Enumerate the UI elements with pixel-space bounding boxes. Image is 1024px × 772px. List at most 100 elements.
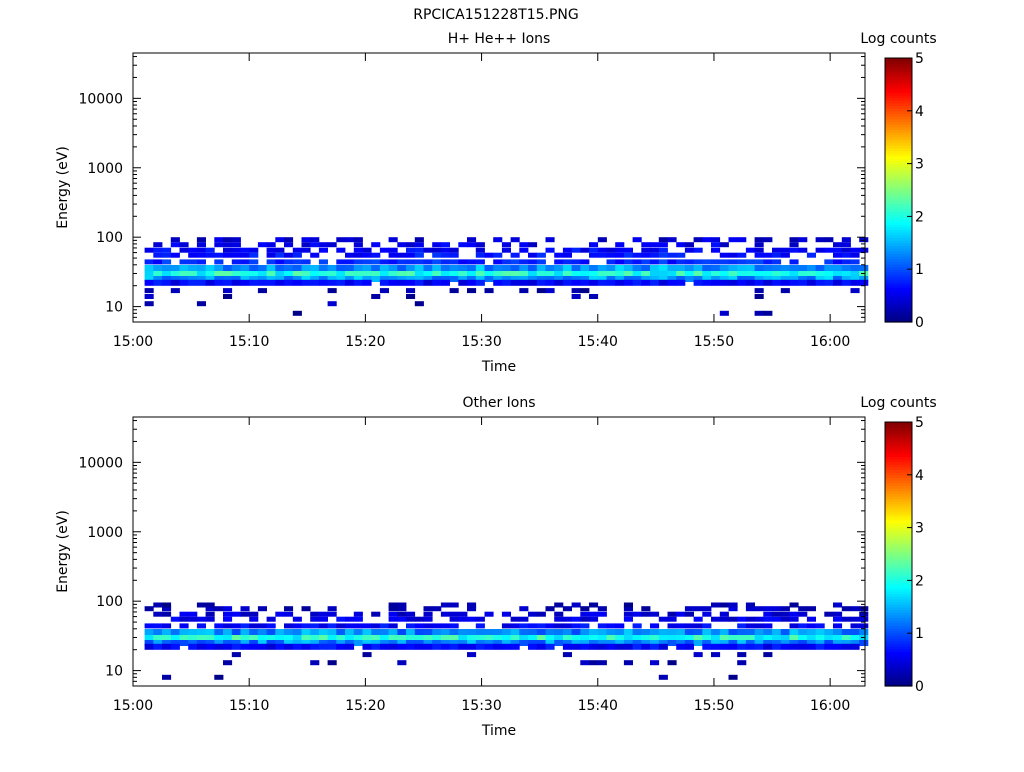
- heatmap-cell: [824, 270, 834, 277]
- heatmap-cell: [510, 259, 520, 265]
- heatmap-cell: [519, 259, 529, 265]
- heatmap-cell: [266, 242, 276, 248]
- heatmap-cell: [833, 276, 843, 282]
- heatmap-cell: [824, 629, 834, 635]
- heatmap-cell: [467, 270, 477, 277]
- heatmap-cell: [327, 623, 337, 629]
- heatmap-cell: [379, 288, 389, 294]
- heatmap-cell: [562, 270, 572, 277]
- heatmap-cell: [170, 640, 180, 646]
- heatmap-cell: [580, 247, 590, 253]
- heatmap-cell: [318, 279, 328, 286]
- heatmap-cell: [257, 606, 267, 612]
- heatmap-cell: [162, 634, 172, 641]
- heatmap-cell: [170, 237, 180, 243]
- heatmap-cell: [432, 623, 442, 629]
- heatmap-cell: [414, 265, 424, 271]
- heatmap-cell: [719, 602, 729, 608]
- heatmap-cell: [745, 259, 755, 265]
- heatmap-cell: [196, 301, 206, 307]
- heatmap-cell: [711, 265, 721, 271]
- heatmap-cell: [806, 643, 816, 650]
- heatmap-cell: [414, 643, 424, 650]
- heatmap-cell: [589, 611, 599, 617]
- heatmap-cell: [841, 643, 851, 650]
- colorbar-segment: [885, 474, 912, 479]
- heatmap-cell: [275, 276, 285, 282]
- heatmap-cell: [850, 270, 860, 277]
- heatmap-cell: [379, 265, 389, 271]
- heatmap-cell: [615, 276, 625, 282]
- heatmap-cell: [153, 602, 163, 608]
- heatmap-cell: [632, 634, 642, 641]
- heatmap-cell: [475, 643, 485, 650]
- heatmap-cell: [388, 643, 398, 650]
- heatmap-cell: [284, 611, 294, 617]
- heatmap-cell: [240, 265, 250, 271]
- heatmap-cell: [223, 294, 233, 299]
- heatmap-cell: [693, 640, 703, 646]
- heatmap-cell: [249, 265, 259, 271]
- heatmap-cell: [841, 634, 851, 641]
- heatmap-cell: [702, 634, 712, 641]
- colorbar-segment: [885, 662, 912, 666]
- heatmap-cell: [571, 616, 581, 622]
- heatmap-cell: [501, 242, 511, 248]
- heatmap-cell: [162, 640, 172, 646]
- heatmap-cell: [676, 640, 686, 646]
- heatmap-cell: [397, 629, 407, 635]
- heatmap-cell: [754, 259, 764, 265]
- heatmap-cell: [780, 629, 790, 635]
- heatmap-cell: [501, 247, 511, 253]
- heatmap-cell: [693, 652, 703, 658]
- heatmap-cell: [519, 640, 529, 646]
- heatmap-cell: [702, 259, 712, 265]
- heatmap-cell: [301, 265, 311, 271]
- heatmap-cell: [345, 623, 355, 629]
- heatmap-cell: [667, 259, 677, 265]
- heatmap-cell: [432, 276, 442, 282]
- heatmap-cell: [545, 634, 555, 641]
- heatmap-cell: [257, 265, 267, 271]
- heatmap-cell: [754, 247, 764, 253]
- colorbar-segment: [885, 105, 912, 109]
- heatmap-cell: [493, 237, 503, 243]
- heatmap-cell: [484, 265, 494, 271]
- heatmap-cell: [528, 643, 538, 650]
- heatmap-cell: [623, 606, 633, 612]
- heatmap-cell: [449, 616, 459, 622]
- colorbar-segment: [885, 124, 912, 128]
- heatmap-cell: [754, 294, 764, 299]
- heatmap-cell: [336, 259, 346, 265]
- heatmap-cell: [833, 643, 843, 650]
- heatmap-cell: [623, 611, 633, 617]
- heatmap-cell: [205, 247, 215, 253]
- heatmap-cell: [719, 611, 729, 617]
- heatmap-cell: [467, 237, 477, 243]
- x-tick-label: 15:20: [345, 698, 385, 714]
- heatmap-cell: [153, 270, 163, 277]
- heatmap-cell: [754, 237, 764, 243]
- heatmap-cell: [545, 279, 555, 286]
- colorbar-segment: [885, 606, 912, 611]
- heatmap-cell: [214, 279, 224, 286]
- y-tick-label: 10: [105, 664, 123, 680]
- heatmap-cell: [528, 265, 538, 271]
- heatmap-cell: [667, 634, 677, 641]
- colorbar-segment: [885, 625, 912, 629]
- heatmap-cell: [170, 265, 180, 271]
- panel-title: H+ He++ Ions: [448, 31, 551, 47]
- colorbar-segment: [885, 656, 912, 661]
- heatmap-cell: [257, 288, 267, 294]
- colorbar-segment: [885, 627, 912, 632]
- heatmap-cell: [292, 629, 302, 635]
- colorbar-segment: [885, 108, 912, 112]
- heatmap-cell: [162, 606, 172, 612]
- heatmap-cell: [623, 616, 633, 622]
- heatmap-cell: [493, 270, 503, 277]
- heatmap-cell: [763, 265, 773, 271]
- heatmap-cell: [336, 634, 346, 641]
- heatmap-cell: [266, 640, 276, 646]
- x-tick-label: 15:30: [461, 698, 501, 714]
- heatmap-cell: [859, 237, 869, 243]
